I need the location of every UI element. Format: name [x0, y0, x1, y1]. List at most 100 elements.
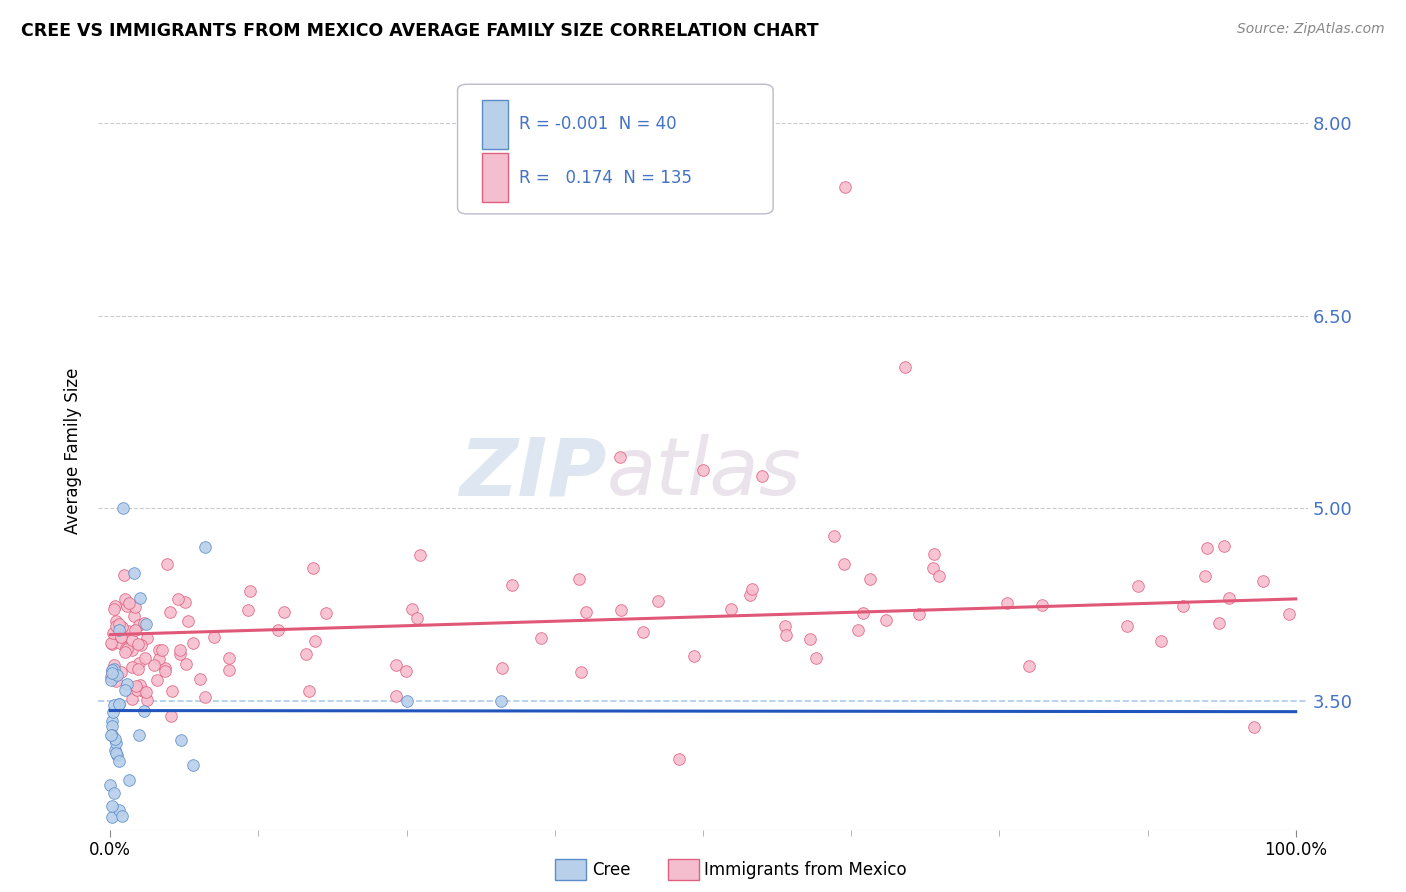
- Point: [103, 602, 125, 616]
- Point: [194, 690, 217, 704]
- Point: [121, 632, 143, 647]
- Point: [115, 677, 138, 691]
- Point: [100, 670, 122, 684]
- FancyBboxPatch shape: [482, 153, 509, 202]
- Point: [107, 627, 129, 641]
- Point: [875, 613, 897, 627]
- Point: [160, 708, 183, 723]
- Point: [114, 683, 136, 698]
- Point: [922, 547, 945, 561]
- Point: [846, 623, 869, 637]
- Point: [491, 694, 513, 708]
- Point: [132, 616, 155, 631]
- Point: [100, 778, 122, 792]
- Point: [1171, 599, 1194, 614]
- Point: [683, 648, 706, 663]
- Point: [100, 799, 122, 814]
- Point: [858, 572, 880, 586]
- Point: [148, 643, 170, 657]
- Point: [1278, 607, 1301, 622]
- Point: [129, 678, 152, 692]
- Point: [121, 691, 143, 706]
- Point: [145, 673, 167, 687]
- Point: [101, 626, 124, 640]
- Point: [834, 180, 856, 194]
- Point: [995, 596, 1018, 610]
- Point: [304, 633, 326, 648]
- Point: [804, 651, 827, 665]
- Point: [127, 662, 149, 676]
- Point: [101, 665, 124, 680]
- Point: [395, 694, 418, 708]
- Point: [530, 631, 553, 645]
- Point: [100, 664, 122, 678]
- Point: [122, 566, 145, 580]
- Point: [153, 661, 176, 675]
- Point: [385, 689, 408, 703]
- Point: [105, 747, 128, 761]
- Point: [773, 619, 796, 633]
- Point: [103, 698, 125, 712]
- Point: [501, 577, 523, 591]
- Point: [169, 647, 191, 661]
- Point: [101, 714, 124, 728]
- Point: [267, 623, 290, 637]
- Point: [406, 610, 429, 624]
- Point: [160, 684, 183, 698]
- FancyBboxPatch shape: [457, 84, 773, 214]
- Point: [104, 736, 127, 750]
- Point: [103, 657, 125, 672]
- Point: [104, 732, 127, 747]
- FancyBboxPatch shape: [482, 100, 509, 149]
- Point: [167, 591, 190, 606]
- Point: [101, 728, 124, 742]
- Point: [125, 679, 148, 693]
- Point: [401, 601, 423, 615]
- Point: [610, 603, 633, 617]
- Point: [111, 501, 134, 516]
- Point: [893, 359, 915, 374]
- Point: [117, 599, 139, 613]
- Point: [108, 617, 131, 632]
- Point: [135, 685, 157, 699]
- Point: [128, 617, 150, 632]
- Point: [127, 637, 149, 651]
- Point: [114, 591, 136, 606]
- Point: [188, 672, 211, 686]
- Point: [823, 529, 845, 543]
- Point: [101, 663, 124, 677]
- Point: [124, 623, 146, 637]
- Point: [1213, 539, 1236, 553]
- Point: [108, 623, 131, 637]
- Point: [104, 742, 127, 756]
- Point: [194, 540, 217, 554]
- Point: [631, 625, 654, 640]
- Point: [169, 643, 191, 657]
- Point: [720, 601, 742, 615]
- Text: Immigrants from Mexico: Immigrants from Mexico: [704, 861, 907, 879]
- Point: [110, 630, 132, 644]
- Point: [107, 754, 129, 768]
- Point: [110, 629, 132, 643]
- Point: [100, 636, 122, 650]
- Point: [135, 616, 157, 631]
- Point: [1208, 615, 1230, 630]
- Point: [908, 607, 931, 621]
- Point: [101, 637, 124, 651]
- Point: [110, 665, 132, 679]
- Point: [170, 732, 193, 747]
- Point: [668, 752, 690, 766]
- Point: [315, 606, 337, 620]
- Point: [103, 785, 125, 799]
- Point: [129, 591, 152, 606]
- Point: [121, 660, 143, 674]
- Point: [105, 630, 128, 644]
- Point: [125, 683, 148, 698]
- Point: [852, 606, 875, 620]
- Point: [176, 657, 198, 671]
- Point: [1115, 619, 1137, 633]
- Text: atlas: atlas: [606, 434, 801, 512]
- Point: [1251, 574, 1274, 589]
- Point: [409, 549, 432, 563]
- Point: [236, 602, 259, 616]
